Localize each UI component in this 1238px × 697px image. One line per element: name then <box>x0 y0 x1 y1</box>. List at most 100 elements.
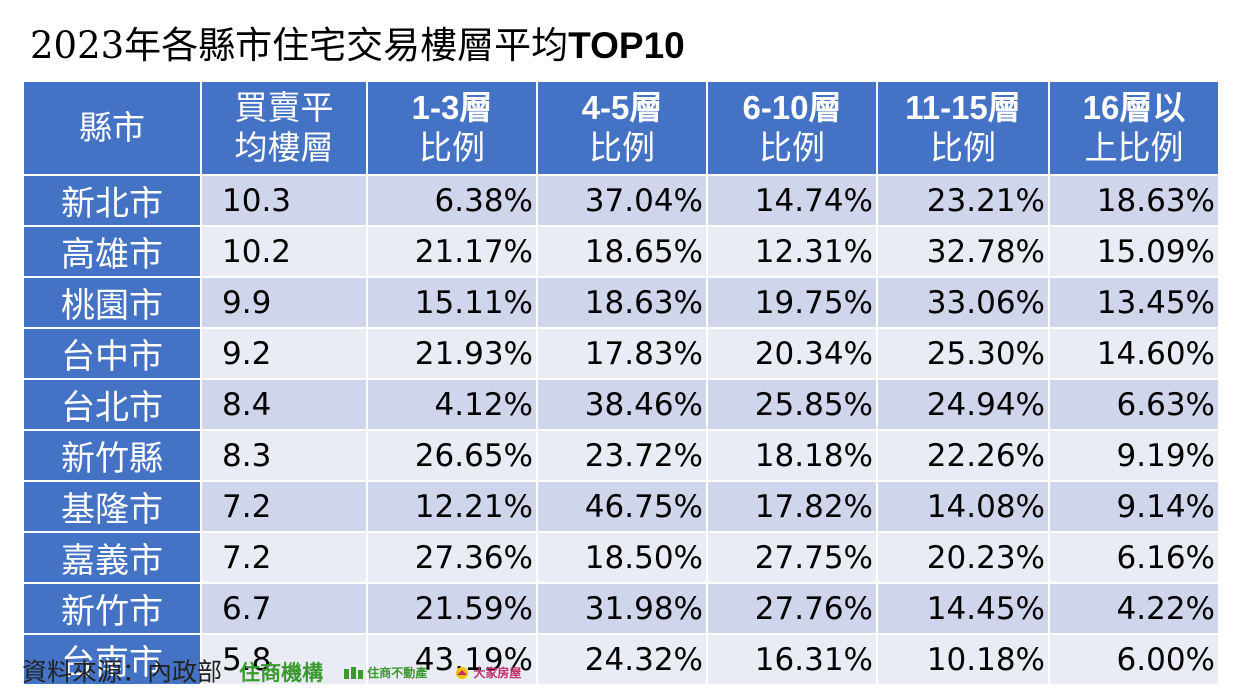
table-row: 新竹市 6.7 21.59% 31.98% 27.76% 14.45% 4.22% <box>22 582 1220 635</box>
percent-cell: 18.65% <box>536 225 708 278</box>
percent-cell: 6.00% <box>1048 633 1220 686</box>
avg-floor-cell: 10.3 <box>200 174 368 227</box>
column-header: 4-5層 比例 <box>536 80 708 176</box>
county-cell: 高雄市 <box>22 225 202 278</box>
percent-cell: 20.34% <box>706 327 878 380</box>
table-row: 台中市 9.2 21.93% 17.83% 20.34% 25.30% 14.60% <box>22 327 1220 380</box>
avg-floor-cell: 5.8 <box>200 633 368 686</box>
table-row: 新北市 10.3 6.38% 37.04% 14.74% 23.21% 18.63% <box>22 174 1220 227</box>
county-cell: 嘉義市 <box>22 531 202 584</box>
column-header: 11-15層 比例 <box>876 80 1050 176</box>
percent-cell: 27.75% <box>706 531 878 584</box>
percent-cell: 14.74% <box>706 174 878 227</box>
column-header-line: 均樓層 <box>234 128 334 167</box>
percent-cell: 13.45% <box>1048 276 1220 329</box>
brand-logo-hbhousing: 住商不動產 <box>344 655 427 691</box>
percent-cell: 6.16% <box>1048 531 1220 584</box>
percent-cell: 31.98% <box>536 582 708 635</box>
table-row: 高雄市 10.2 21.17% 18.65% 12.31% 32.78% 15.09% <box>22 225 1220 278</box>
avg-floor-cell: 9.2 <box>200 327 368 380</box>
column-header-line: 11-15層 <box>905 89 1021 126</box>
percent-cell: 4.12% <box>366 378 538 431</box>
percent-cell: 18.18% <box>706 429 878 482</box>
source-text: 資料來源：內政部 <box>22 657 223 687</box>
county-cell: 新竹縣 <box>22 429 202 482</box>
avg-floor-cell: 10.2 <box>200 225 368 278</box>
county-cell: 台南市 <box>22 633 202 686</box>
table-row: 新竹縣 8.3 26.65% 23.72% 18.18% 22.26% 9.19% <box>22 429 1220 482</box>
percent-cell: 6.63% <box>1048 378 1220 431</box>
avg-floor-cell: 9.9 <box>200 276 368 329</box>
table-row: 桃園市 9.9 15.11% 18.63% 19.75% 33.06% 13.45% <box>22 276 1220 329</box>
percent-cell: 21.93% <box>366 327 538 380</box>
percent-cell: 9.19% <box>1048 429 1220 482</box>
percent-cell: 14.08% <box>876 480 1050 533</box>
percent-cell: 46.75% <box>536 480 708 533</box>
county-cell: 台中市 <box>22 327 202 380</box>
avg-floor-cell: 8.4 <box>200 378 368 431</box>
brand-logo-sinyi-group: 住商機構 <box>239 660 324 685</box>
sun-icon <box>456 667 469 679</box>
column-header-line: 比例 <box>930 129 996 166</box>
percent-cell: 18.63% <box>1048 174 1220 227</box>
percent-cell: 18.63% <box>536 276 708 329</box>
column-header: 縣市 <box>22 80 202 176</box>
percent-cell: 25.85% <box>706 378 878 431</box>
table-row: 嘉義市 7.2 27.36% 18.50% 27.75% 20.23% 6.16% <box>22 531 1220 584</box>
percent-cell: 22.26% <box>876 429 1050 482</box>
percent-cell: 21.17% <box>366 225 538 278</box>
percent-cell: 24.32% <box>536 633 708 686</box>
avg-floor-cell: 6.7 <box>200 582 368 635</box>
percent-cell: 20.23% <box>876 531 1050 584</box>
percent-cell: 16.31% <box>706 633 878 686</box>
avg-floor-cell: 8.3 <box>200 429 368 482</box>
brand2-label: 住商不動產 <box>367 665 428 680</box>
percent-cell: 14.60% <box>1048 327 1220 380</box>
county-cell: 基隆市 <box>22 480 202 533</box>
column-header-line: 16層以 <box>1082 89 1186 126</box>
percent-cell: 10.18% <box>876 633 1050 686</box>
percent-cell: 18.50% <box>536 531 708 584</box>
percent-cell: 38.46% <box>536 378 708 431</box>
percent-cell: 12.31% <box>706 225 878 278</box>
percent-cell: 27.36% <box>366 531 538 584</box>
percent-cell: 6.38% <box>366 174 538 227</box>
county-cell: 桃園市 <box>22 276 202 329</box>
percent-cell: 21.59% <box>366 582 538 635</box>
percent-cell: 24.94% <box>876 378 1050 431</box>
column-header-line: 比例 <box>419 129 485 166</box>
column-header-line: 上比例 <box>1084 129 1184 166</box>
header-row: 縣市 買賣平 均樓層 1-3層 比例 4-5層 比例 6-10層 比例 11-15層 比例 16層以上… <box>22 80 1220 176</box>
percent-cell: 9.14% <box>1048 480 1220 533</box>
county-cell: 新北市 <box>22 174 202 227</box>
title-text: 2023年各縣市住宅交易樓層平均 <box>30 24 569 67</box>
table-body: 新北市 10.3 6.38% 37.04% 14.74% 23.21% 18.63% 高雄市 1… <box>22 174 1220 686</box>
percent-cell: 33.06% <box>876 276 1050 329</box>
percent-cell: 12.21% <box>366 480 538 533</box>
data-table: 縣市 買賣平 均樓層 1-3層 比例 4-5層 比例 6-10層 比例 11-15層 比例 16層以上… <box>22 80 1220 686</box>
percent-cell: 4.22% <box>1048 582 1220 635</box>
percent-cell: 15.11% <box>366 276 538 329</box>
column-header: 6-10層 比例 <box>706 80 878 176</box>
county-cell: 新竹市 <box>22 582 202 635</box>
percent-cell: 15.09% <box>1048 225 1220 278</box>
title-suffix: TOP10 <box>568 25 685 66</box>
column-header-line: 買賣平 <box>234 88 334 127</box>
table-row: 台南市 5.8 43.19% 24.32% 16.31% 10.18% 6.00% <box>22 633 1220 686</box>
percent-cell: 32.78% <box>876 225 1050 278</box>
county-cell: 台北市 <box>22 378 202 431</box>
percent-cell: 23.21% <box>876 174 1050 227</box>
column-header-line: 比例 <box>759 129 825 166</box>
percent-cell: 14.45% <box>876 582 1050 635</box>
column-header-line: 6-10層 <box>742 89 842 126</box>
percent-cell: 23.72% <box>536 429 708 482</box>
percent-cell: 27.76% <box>706 582 878 635</box>
column-header: 16層以 上比例 <box>1048 80 1220 176</box>
percent-cell: 26.65% <box>366 429 538 482</box>
column-header-line: 1-3層 <box>411 89 493 126</box>
percent-cell: 25.30% <box>876 327 1050 380</box>
column-header-line: 縣市 <box>79 108 145 147</box>
column-header-line: 4-5層 <box>581 89 663 126</box>
percent-cell: 43.19% <box>366 633 538 686</box>
column-header-line: 比例 <box>589 129 655 166</box>
